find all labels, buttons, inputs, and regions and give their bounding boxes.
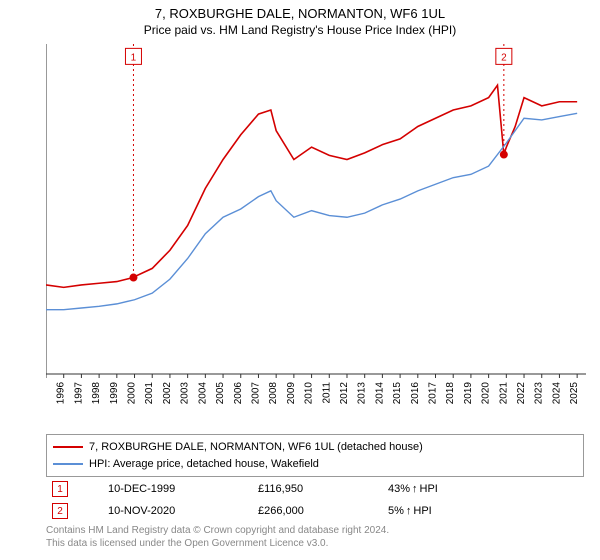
svg-text:2002: 2002 <box>162 382 173 405</box>
svg-text:2025: 2025 <box>569 382 580 405</box>
marker-badge: 1 <box>52 481 68 497</box>
svg-text:2017: 2017 <box>428 382 439 405</box>
marker-badge: 2 <box>52 503 68 519</box>
marker-price: £266,000 <box>258 505 348 517</box>
footer-line2: This data is licensed under the Open Gov… <box>46 537 389 550</box>
svg-text:2005: 2005 <box>215 382 226 405</box>
svg-text:1999: 1999 <box>109 382 120 405</box>
svg-text:2014: 2014 <box>374 382 385 405</box>
svg-text:2012: 2012 <box>339 382 350 405</box>
svg-text:2011: 2011 <box>321 382 332 404</box>
marker-date: 10-DEC-1999 <box>108 483 218 495</box>
chart-area: £0£50K£100K£150K£200K£250K£300K£350K£400… <box>46 44 586 406</box>
svg-text:2008: 2008 <box>268 382 279 405</box>
svg-text:2020: 2020 <box>481 382 492 405</box>
footer-line1: Contains HM Land Registry data © Crown c… <box>46 524 389 537</box>
svg-text:2004: 2004 <box>197 382 208 405</box>
footer-attribution: Contains HM Land Registry data © Crown c… <box>46 524 389 550</box>
marker-hpi: 5% ↑ HPI <box>388 505 432 517</box>
marker-price: £116,950 <box>258 483 348 495</box>
svg-text:2: 2 <box>501 52 507 63</box>
chart-svg: £0£50K£100K£150K£200K£250K£300K£350K£400… <box>46 44 586 406</box>
legend-swatch <box>53 446 83 448</box>
legend: 7, ROXBURGHE DALE, NORMANTON, WF6 1UL (d… <box>46 434 584 477</box>
svg-text:2013: 2013 <box>357 382 368 405</box>
legend-row: 7, ROXBURGHE DALE, NORMANTON, WF6 1UL (d… <box>53 439 577 456</box>
svg-text:2019: 2019 <box>463 382 474 405</box>
legend-swatch <box>53 463 83 465</box>
chart-title: 7, ROXBURGHE DALE, NORMANTON, WF6 1UL <box>0 0 600 21</box>
svg-text:2000: 2000 <box>127 382 138 405</box>
arrow-up-icon: ↑ <box>412 483 418 495</box>
marker-row: 1 10-DEC-1999 £116,950 43% ↑ HPI <box>46 478 584 500</box>
svg-text:2018: 2018 <box>445 382 456 405</box>
legend-label: HPI: Average price, detached house, Wake… <box>89 456 319 473</box>
arrow-up-icon: ↑ <box>406 505 412 517</box>
svg-text:2016: 2016 <box>410 382 421 405</box>
chart-subtitle: Price paid vs. HM Land Registry's House … <box>0 21 600 37</box>
marker-table: 1 10-DEC-1999 £116,950 43% ↑ HPI 2 10-NOV-202… <box>46 478 584 522</box>
svg-text:2010: 2010 <box>304 382 315 405</box>
svg-text:1997: 1997 <box>73 382 84 405</box>
svg-text:2024: 2024 <box>551 382 562 405</box>
svg-text:2001: 2001 <box>144 382 155 405</box>
svg-text:2007: 2007 <box>250 382 261 405</box>
marker-hpi: 43% ↑ HPI <box>388 483 438 495</box>
svg-text:2022: 2022 <box>516 382 527 405</box>
svg-text:1: 1 <box>131 52 137 63</box>
marker-row: 2 10-NOV-2020 £266,000 5% ↑ HPI <box>46 500 584 522</box>
chart-container: 7, ROXBURGHE DALE, NORMANTON, WF6 1UL Pr… <box>0 0 600 560</box>
svg-text:2003: 2003 <box>180 382 191 405</box>
legend-row: HPI: Average price, detached house, Wake… <box>53 456 577 473</box>
svg-text:1996: 1996 <box>56 382 67 405</box>
svg-text:2021: 2021 <box>498 382 509 405</box>
svg-text:2015: 2015 <box>392 382 403 405</box>
svg-text:2009: 2009 <box>286 382 297 405</box>
svg-text:1995: 1995 <box>46 382 49 405</box>
marker-date: 10-NOV-2020 <box>108 505 218 517</box>
legend-label: 7, ROXBURGHE DALE, NORMANTON, WF6 1UL (d… <box>89 439 423 456</box>
svg-text:2023: 2023 <box>534 382 545 405</box>
svg-text:2006: 2006 <box>233 382 244 405</box>
svg-text:1998: 1998 <box>91 382 102 405</box>
